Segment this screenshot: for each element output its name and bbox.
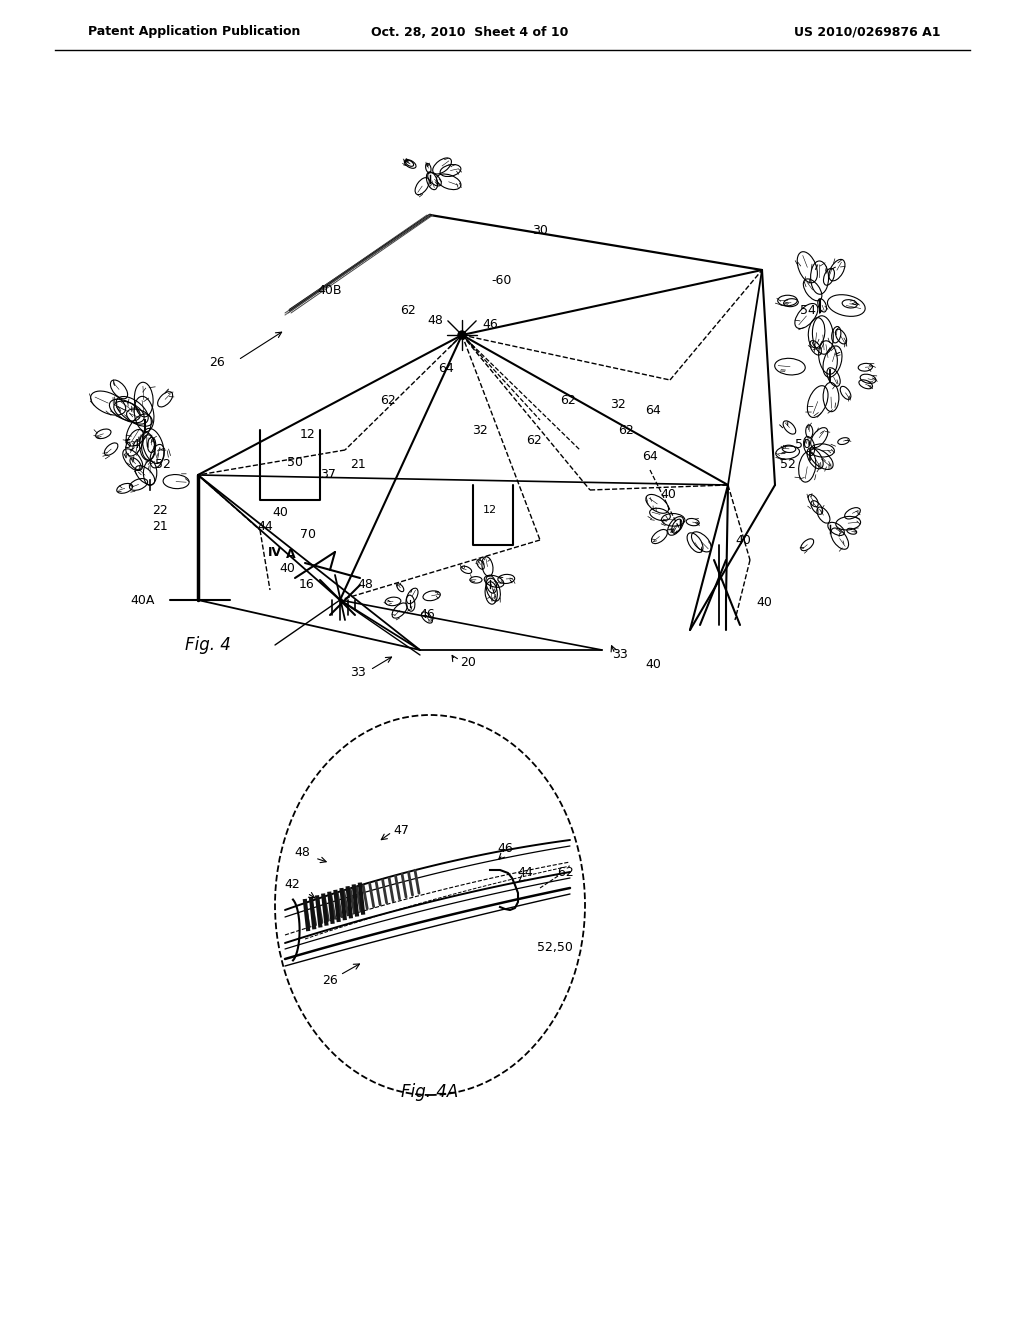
Text: 44: 44 xyxy=(257,520,272,533)
Text: US 2010/0269876 A1: US 2010/0269876 A1 xyxy=(794,25,940,38)
Text: 52,50: 52,50 xyxy=(537,940,573,953)
Text: 32: 32 xyxy=(610,397,626,411)
Text: 62: 62 xyxy=(618,424,634,437)
Text: IV: IV xyxy=(268,545,282,558)
Text: 21: 21 xyxy=(350,458,366,471)
Text: 62: 62 xyxy=(380,393,396,407)
Text: Patent Application Publication: Patent Application Publication xyxy=(88,25,300,38)
Text: 46: 46 xyxy=(419,607,435,620)
Text: 64: 64 xyxy=(438,362,454,375)
Text: 54: 54 xyxy=(124,437,140,450)
Text: 16: 16 xyxy=(299,578,314,591)
Text: 42: 42 xyxy=(285,879,300,891)
Text: Oct. 28, 2010  Sheet 4 of 10: Oct. 28, 2010 Sheet 4 of 10 xyxy=(372,25,568,38)
Text: 64: 64 xyxy=(642,450,657,463)
Text: Fig. 4: Fig. 4 xyxy=(185,636,230,653)
Text: 26: 26 xyxy=(209,355,225,368)
Text: 52: 52 xyxy=(155,458,171,471)
Text: A: A xyxy=(286,548,296,561)
Text: 52: 52 xyxy=(780,458,796,471)
Text: 40: 40 xyxy=(272,506,288,519)
Text: 12: 12 xyxy=(483,506,497,515)
Text: 46: 46 xyxy=(482,318,498,331)
Text: 20: 20 xyxy=(460,656,476,668)
Text: 46: 46 xyxy=(497,842,513,854)
Text: 40: 40 xyxy=(280,561,295,574)
Text: Fig. 4A: Fig. 4A xyxy=(401,1082,459,1101)
Text: 50: 50 xyxy=(795,438,811,451)
Text: 40: 40 xyxy=(735,533,751,546)
Circle shape xyxy=(458,331,466,339)
Text: 44: 44 xyxy=(517,866,532,879)
Text: 40: 40 xyxy=(660,487,676,500)
Text: 40: 40 xyxy=(756,595,772,609)
Text: 12: 12 xyxy=(300,429,315,441)
Text: 47: 47 xyxy=(393,824,409,837)
Text: 22: 22 xyxy=(153,503,168,516)
Text: 32: 32 xyxy=(472,424,487,437)
Text: 37: 37 xyxy=(321,469,336,482)
Text: 26: 26 xyxy=(323,974,338,986)
Text: 50: 50 xyxy=(287,455,303,469)
Text: 62: 62 xyxy=(526,433,542,446)
Text: 54: 54 xyxy=(800,304,816,317)
Text: 62: 62 xyxy=(560,393,575,407)
Text: .62: .62 xyxy=(555,866,574,879)
Text: 48: 48 xyxy=(427,314,443,326)
Text: 70: 70 xyxy=(300,528,316,541)
Text: 40: 40 xyxy=(645,657,660,671)
Text: -60: -60 xyxy=(492,273,512,286)
Text: 48: 48 xyxy=(357,578,373,590)
Text: 21: 21 xyxy=(153,520,168,533)
Text: 40B: 40B xyxy=(317,284,342,297)
Text: 64: 64 xyxy=(645,404,660,417)
Text: 62: 62 xyxy=(400,304,416,317)
Text: 33: 33 xyxy=(350,665,366,678)
Text: 40A: 40A xyxy=(131,594,155,607)
Text: 30: 30 xyxy=(532,223,548,236)
Text: 48: 48 xyxy=(294,846,310,859)
Text: 33: 33 xyxy=(612,648,628,661)
